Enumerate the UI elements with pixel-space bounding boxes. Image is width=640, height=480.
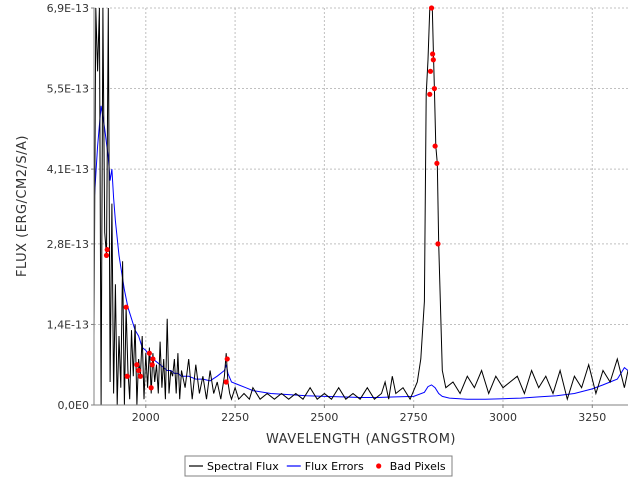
x-tick-label: 2250: [221, 411, 249, 424]
y-axis-title: FLUX (ERG/CM2/S/A): [15, 135, 30, 277]
bad-pixel-point: [430, 51, 436, 57]
y-tick-label: 6,9E-13: [47, 2, 89, 15]
y-tick-label: 2,8E-13: [47, 238, 89, 251]
legend: Spectral Flux Flux Errors Bad Pixels: [184, 455, 453, 477]
tick-labels: 2000 2250 2500 2750 3000 3250 0,0E0 1,4E-13 2,8E…: [47, 2, 607, 424]
y-tick-label: 5,5E-13: [47, 83, 89, 96]
bad-pixel-point: [123, 304, 129, 310]
y-tick-label: 0,0E0: [58, 399, 89, 412]
y-tick-label: 1,4E-13: [47, 318, 89, 331]
bad-pixel-point: [150, 356, 156, 362]
bad-pixel-point: [224, 356, 230, 362]
legend-dot-swatch: [376, 463, 382, 469]
legend-label: Flux Errors: [305, 460, 364, 473]
bad-pixel-point: [124, 373, 130, 379]
spectral-flux-line: [94, 7, 628, 405]
legend-label: Bad Pixels: [390, 460, 446, 473]
y-tick-label: 4,1E-13: [47, 163, 89, 176]
bad-pixel-point: [146, 350, 152, 356]
x-tick-label: 2000: [132, 411, 160, 424]
axes: [93, 8, 628, 406]
legend-item-spectral-flux: Spectral Flux: [189, 460, 279, 473]
bad-pixel-point: [223, 379, 229, 385]
bad-pixel-point: [148, 385, 154, 391]
bad-pixel-point: [434, 160, 440, 166]
x-tick-label: 3000: [489, 411, 517, 424]
x-tick-label: 2750: [400, 411, 428, 424]
x-axis-title: WAVELENGTH (ANGSTROM): [266, 432, 456, 447]
plot-area: [94, 8, 628, 405]
bad-pixels-layer: [103, 5, 441, 391]
bad-pixel-point: [136, 367, 142, 374]
bad-pixel-point: [104, 247, 110, 253]
legend-label: Spectral Flux: [207, 460, 279, 473]
bad-pixel-point: [431, 85, 438, 92]
bad-pixel-point: [427, 68, 434, 74]
bad-pixel-point: [435, 241, 441, 247]
x-tick-label: 2500: [310, 411, 338, 424]
bad-pixel-point: [137, 373, 144, 379]
bad-pixel-point: [427, 91, 433, 97]
legend-box: [184, 455, 453, 477]
bad-pixel-point: [149, 362, 155, 368]
bad-pixel-point: [428, 5, 435, 11]
bad-pixel-point: [134, 362, 140, 368]
bad-pixel-point: [103, 252, 110, 259]
bad-pixel-point: [430, 57, 436, 63]
bad-pixel-point: [432, 143, 438, 149]
legend-item-flux-errors: Flux Errors: [286, 460, 364, 473]
x-tick-label: 3250: [578, 411, 606, 424]
series-layer: [94, 7, 628, 405]
legend-item-bad-pixels: Bad Pixels: [376, 460, 446, 473]
